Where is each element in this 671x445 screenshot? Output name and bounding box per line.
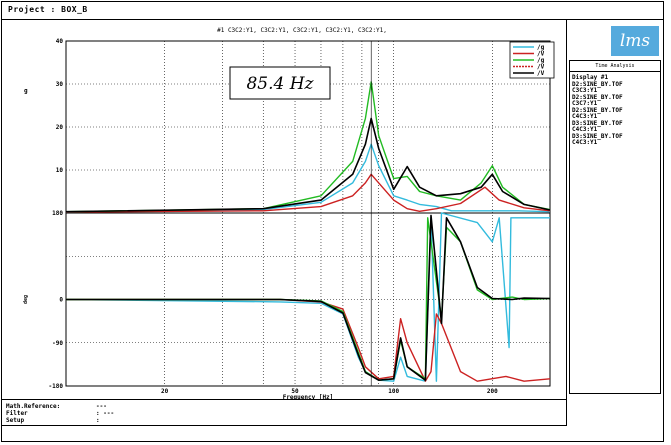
sidebar-line: Display #1 bbox=[572, 74, 609, 81]
y-tick-label: -90 bbox=[52, 340, 63, 347]
y-tick-label: 20 bbox=[56, 124, 64, 131]
frf-chart[interactable]: #1 C3C2:Y1, C3C2:Y1, C3C2:Y1, C3C2:Y1, C… bbox=[2, 20, 567, 401]
info-row-reference: Math.Reference: --- bbox=[6, 403, 107, 410]
project-title: Project : BOX_B bbox=[8, 5, 88, 14]
x-tick-label: 200 bbox=[487, 388, 498, 395]
sidebar-line: D2:SINE_BY.TOF bbox=[572, 106, 623, 114]
top-series-1 bbox=[65, 143, 551, 213]
info-panel: Math.Reference: --- Filter: --- Setup: bbox=[2, 400, 567, 426]
annotation-text: 85.4 Hz bbox=[246, 74, 314, 94]
chart-title: #1 C3C2:Y1, C3C2:Y1, C3C2:Y1, C3C2:Y1, C… bbox=[217, 27, 387, 34]
bottom-series-1 bbox=[65, 212, 550, 382]
annotation-box bbox=[229, 66, 331, 100]
info-row-filter: Filter: --- bbox=[6, 410, 115, 417]
display-info-box: Time Analysis Display #1 D2:SINE_BY.TOF C3… bbox=[569, 60, 661, 394]
sidebar-line: D2:SINE_BY.TOF bbox=[572, 93, 623, 101]
bottom-y-axis-label: deg bbox=[23, 295, 29, 304]
sidebar-line: D3:SINE_BY.TOF bbox=[572, 132, 623, 140]
sidebar-line: C3C3:Y1 bbox=[572, 87, 598, 94]
analysis-sidebar: lms Time Analysis Display #1 D2:SINE_BY.T… bbox=[567, 20, 663, 400]
legend-label: /g bbox=[537, 44, 545, 51]
window-frame: Project : BOX_B #1 C3C2:Y1, C3C2:Y1, C3C… bbox=[1, 1, 664, 442]
bottom-series-2 bbox=[66, 298, 551, 382]
sidebar-title: Time Analysis bbox=[570, 61, 660, 72]
x-tick-label: 100 bbox=[388, 388, 399, 395]
x-axis-label: Frequency [Hz] bbox=[283, 394, 334, 400]
top-series-2 bbox=[65, 173, 551, 213]
top-series-4 bbox=[65, 117, 551, 213]
top-series-3 bbox=[65, 81, 551, 213]
legend-label: /V bbox=[537, 64, 545, 71]
top-y-axis-label: g bbox=[24, 88, 28, 95]
legend-label: /V bbox=[537, 70, 545, 77]
plot-window[interactable]: #1 C3C2:Y1, C3C2:Y1, C3C2:Y1, C3C2:Y1, C… bbox=[2, 20, 567, 401]
sidebar-line: C4C3:Y1 bbox=[572, 126, 598, 133]
sidebar-line: D2:SINE_BY.TOF bbox=[572, 80, 623, 88]
sidebar-line: D3:SINE_BY.TOF bbox=[572, 119, 623, 127]
project-header: Project : BOX_B bbox=[2, 2, 663, 20]
sidebar-lines: Display #1 D2:SINE_BY.TOF C3C3:Y1 D2:SINE_B… bbox=[570, 74, 623, 147]
x-tick-label: 50 bbox=[291, 388, 299, 395]
bottom-series-4 bbox=[66, 214, 551, 382]
info-row-setup: Setup: bbox=[6, 417, 100, 424]
sidebar-line: C3C7:Y1 bbox=[572, 100, 598, 107]
legend-label: /V bbox=[537, 51, 545, 58]
y-tick-label: 30 bbox=[56, 81, 64, 88]
y-tick-label: 180 bbox=[52, 210, 63, 217]
sidebar-line: C4C3:Y1 bbox=[572, 139, 598, 146]
sidebar-line: C4C3:Y1 bbox=[572, 113, 598, 120]
lms-logo: lms bbox=[611, 26, 659, 56]
y-tick-label: 0 bbox=[59, 297, 63, 304]
y-tick-label: -180 bbox=[49, 383, 64, 390]
y-tick-label: 10 bbox=[56, 167, 64, 174]
x-tick-label: 20 bbox=[161, 388, 169, 395]
y-tick-label: 40 bbox=[56, 38, 64, 45]
legend-label: /g bbox=[537, 57, 545, 64]
